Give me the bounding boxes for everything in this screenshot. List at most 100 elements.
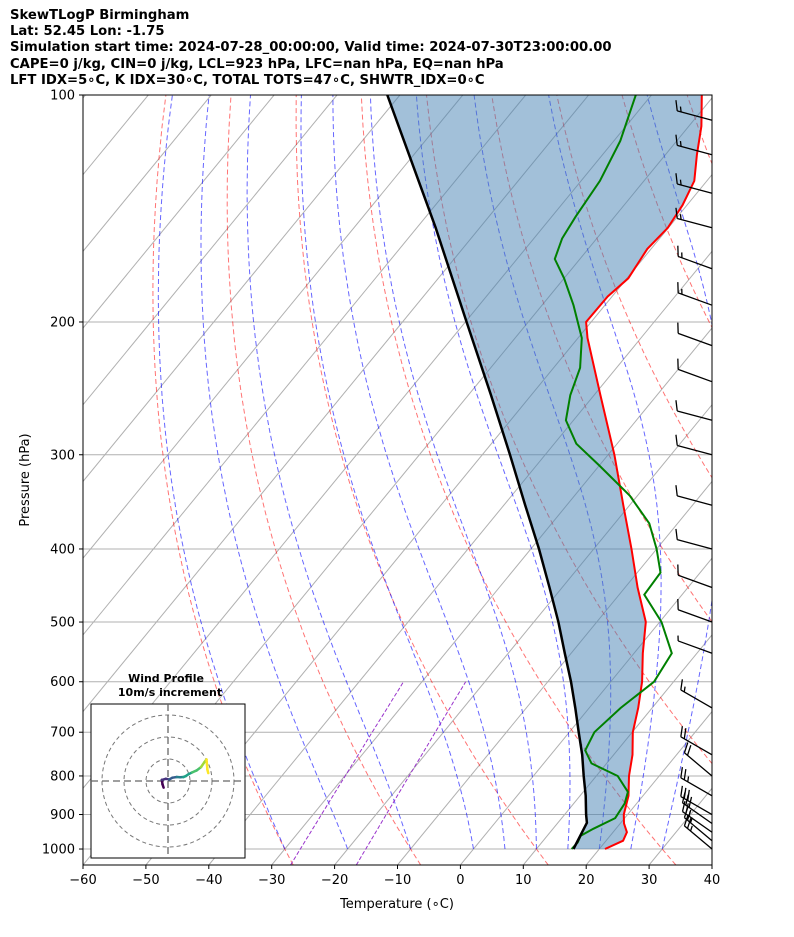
chart-header: SkewTLogP Birmingham Lat: 52.45 Lon: -1.… [10,8,612,89]
wind-barb-flag [675,434,678,446]
wind-barb-staff [680,795,713,816]
y-tick-label: 300 [50,448,75,463]
wind-barb-flag [680,767,684,778]
x-tick-label: 30 [641,873,658,888]
isotherm-line [334,403,712,865]
wind-barb [680,767,713,797]
moist-adiabat-line [548,95,662,850]
location-line: Lat: 52.45 Lon: -1.75 [10,24,165,40]
data-layer [386,95,703,850]
wind-barb-flag [675,528,678,540]
y-tick-label: 100 [50,89,75,104]
wind-barb-flag [683,742,689,754]
wind-barb-staff [682,802,713,825]
wind-barb-staff [677,574,713,589]
wind-barb-flag [675,400,678,412]
dry-adiabat-line [752,95,794,865]
wind-barb-staff [680,736,713,756]
isotherm-line [83,95,86,99]
dry-adiabat-line [152,95,294,865]
wind-barb-staff [684,825,713,850]
dry-adiabat-line [295,95,549,865]
wind-barb-staff [684,817,713,842]
x-tick-label: 40 [704,873,721,888]
wind-barb-half-flag [679,140,682,147]
y-axis-label: Pressure (hPa) [18,433,33,526]
moist-adiabat-line [246,95,412,850]
hodograph-segment [205,758,209,771]
wind-barb [675,528,713,550]
wind-barb [677,358,713,383]
wind-barb-staff [677,444,713,456]
temperature-line [585,95,703,850]
wind-barbs [675,100,713,850]
index-line: LFT IDX=5∘C, K IDX=30∘C, TOTAL TOTS=47∘C… [10,72,485,88]
wind-barb [675,434,713,456]
cin-cape-shading [387,95,702,849]
isotherm-line [775,95,794,865]
y-tick-label: 500 [50,616,75,631]
wind-barb [675,100,713,121]
wind-barb-flag [681,800,686,812]
wind-barb-staff [682,811,713,833]
wind-barb-staff [677,183,713,194]
y-tick-label: 400 [50,542,75,557]
isotherm-line [83,95,212,253]
wind-barb [675,173,713,194]
wind-barb-staff [677,144,713,156]
wind-barb-staff [677,368,713,383]
moist-adiabat-line [415,95,571,849]
wind-barb-flag [683,787,687,799]
wind-barb-half-flag [679,214,682,220]
wind-barb [675,485,713,506]
wind-barb [677,635,713,654]
wind-barb-staff [677,410,713,421]
hodograph-subtitle: 10m/s increment [118,686,222,699]
wind-barb [683,742,713,777]
x-tick-label: −50 [132,873,159,888]
dry-adiabat-line [360,95,677,865]
mixing-ratio-line [355,681,467,865]
isotherm-line [585,710,712,865]
mixing-ratio-line [290,681,404,865]
isotherm-line [83,95,527,636]
cape-line: CAPE=0 j/kg, CIN=0 j/kg, LCL=923 hPa, LF… [10,56,504,72]
wind-barb [680,785,713,816]
isotherm-line [83,95,275,329]
parcel-line [386,95,589,850]
wind-barb [677,564,713,589]
wind-barb-staff [677,332,713,347]
x-tick-label: 20 [578,873,595,888]
isotherm-line [83,95,401,483]
x-tick-label: −40 [195,873,222,888]
hodograph-title: Wind Profile [128,672,204,685]
wind-barb-half-flag [679,106,682,112]
wind-barb-flag [680,785,684,797]
wind-barb-half-flag [687,776,690,782]
wind-barb [677,282,713,306]
x-tick-label: 0 [456,873,464,888]
wind-barb [675,134,713,156]
wind-barb [677,245,713,270]
y-tick-label: 600 [50,675,75,690]
wind-barb-half-flag [679,179,682,186]
wind-barb-flag [683,728,687,739]
isotherm-line [83,95,338,406]
wind-barb-flag [675,207,678,219]
wind-barb-flag [683,815,689,827]
wind-barb [680,726,713,756]
wind-barb-flag [675,485,678,496]
wind-barb-staff [677,292,713,306]
dewpoint-line [553,95,673,850]
wind-barb-half-flag [689,825,693,832]
wind-barb-flag [683,769,687,780]
wind-barb-staff [677,640,713,654]
tick-layer: −60 −50 −40 −30 −20 −10 0 10 20 30 40 100 200 300 400 5… [42,89,720,889]
y-tick-label: 700 [50,726,75,741]
wind-barb-staff [677,255,713,270]
wind-barb-flag [686,818,692,829]
x-axis-label: Temperature (∘C) [339,897,454,912]
wind-barb-flag [686,744,692,756]
wind-barb-staff [677,539,713,550]
